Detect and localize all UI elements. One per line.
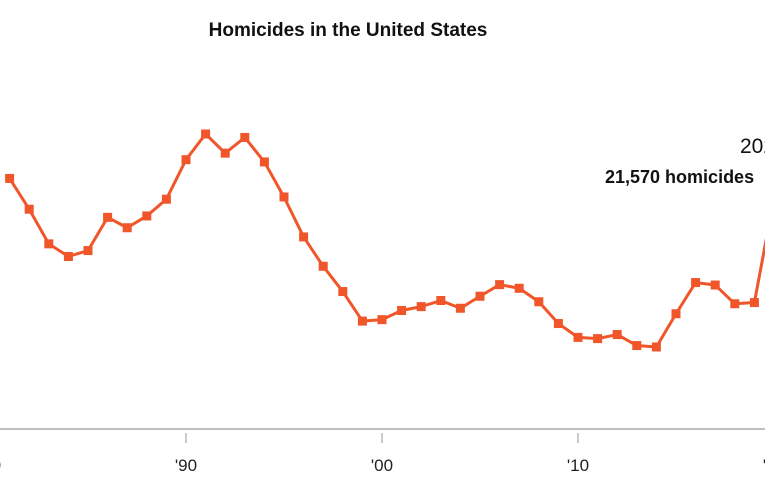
x-tick-label: '90 [175,456,197,475]
data-point [455,303,465,313]
data-point [377,315,387,325]
data-point [181,155,191,165]
annotation-year: 2020 [740,135,765,158]
data-point [299,232,309,242]
data-point [553,319,563,329]
data-point [318,261,328,271]
data-point [612,330,622,340]
data-point [495,280,505,290]
data-point [475,291,485,301]
data-point [44,239,54,249]
data-point [142,211,152,221]
x-tick-label: '80 [0,456,1,475]
x-tick-label: '00 [371,456,393,475]
data-point [63,251,73,261]
data-point [710,280,720,290]
x-tick-label: '20 [763,456,765,475]
data-point [259,157,269,167]
data-point [671,309,681,319]
data-point [103,212,113,222]
data-point [651,342,661,352]
data-point [338,287,348,297]
data-point [534,297,544,307]
data-point [240,132,250,142]
x-tick-label: '10 [567,456,589,475]
data-point [397,305,407,315]
data-point [749,298,759,308]
series-line [8,132,765,349]
data-point [730,299,740,309]
data-point [514,283,524,293]
data-point [24,204,34,214]
data-point [201,129,211,139]
chart-title: Homicides in the United States [209,20,488,41]
data-point [122,223,132,233]
data-point [436,296,446,306]
data-point [632,341,642,351]
annotation-value: 21,570 homicides [605,167,754,187]
data-point [357,316,367,326]
data-point [220,148,230,158]
data-point [5,173,15,183]
data-point [83,246,93,256]
data-point [593,334,603,344]
data-point [573,332,583,342]
data-point [279,192,289,202]
data-point [161,194,171,204]
data-point [691,278,701,288]
data-point [416,302,426,312]
